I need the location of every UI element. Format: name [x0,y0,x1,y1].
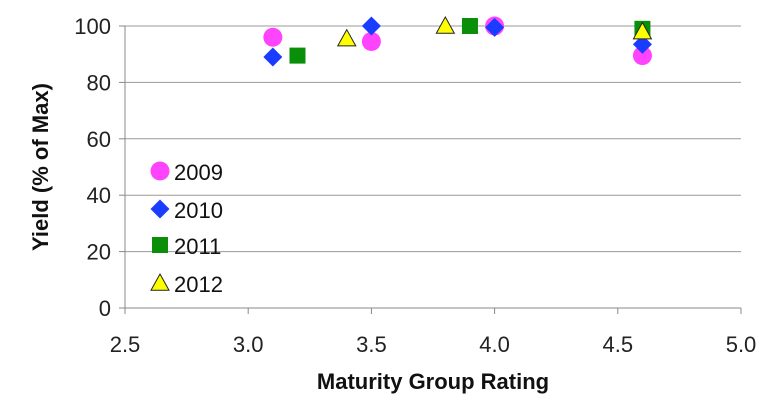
legend-marker-2010 [150,199,170,219]
x-tick-label: 3.5 [356,332,387,357]
x-axis-title: Maturity Group Rating [317,369,549,394]
point-2010 [485,17,505,37]
y-tick-label: 60 [87,127,111,152]
point-2012 [336,28,357,47]
legend-marker-2012 [150,272,170,291]
point-2010 [361,16,381,36]
point-2011 [289,47,306,64]
y-tick-label: 80 [87,70,111,95]
y-tick-label: 0 [99,296,111,321]
legend-marker-2009 [150,161,170,181]
y-tick-label: 40 [87,183,111,208]
gridlines [125,25,741,253]
y-axis-title: Yield (% of Max) [28,83,53,251]
y-tick-label: 20 [87,240,111,265]
legend-label-2009: 2009 [174,160,223,185]
legend-label-2010: 2010 [174,198,223,223]
x-tick-label: 2.5 [110,332,141,357]
tick-labels: 0 20 40 60 80 100 2.5 3.0 3.5 4.0 4.5 5.0 [74,14,756,357]
x-tick-label: 5.0 [726,332,757,357]
legend-label-2011: 2011 [174,234,221,259]
y-tick-label: 100 [74,14,111,39]
point-2012 [435,15,456,34]
x-tick-label: 4.0 [479,332,510,357]
point-2012 [632,21,653,40]
axes [119,25,742,314]
legend-label-2012: 2012 [174,272,223,297]
point-2009 [632,46,652,66]
x-tick-label: 3.0 [233,332,264,357]
point-2010 [263,47,283,67]
x-tick-label: 4.5 [603,332,634,357]
legend: 2009 2010 2011 2012 [150,160,223,297]
point-2009 [361,32,381,52]
legend-marker-2011 [152,237,168,253]
point-2010 [632,34,652,54]
point-2009 [263,27,283,47]
data-points [263,15,653,67]
point-2011 [461,18,478,34]
